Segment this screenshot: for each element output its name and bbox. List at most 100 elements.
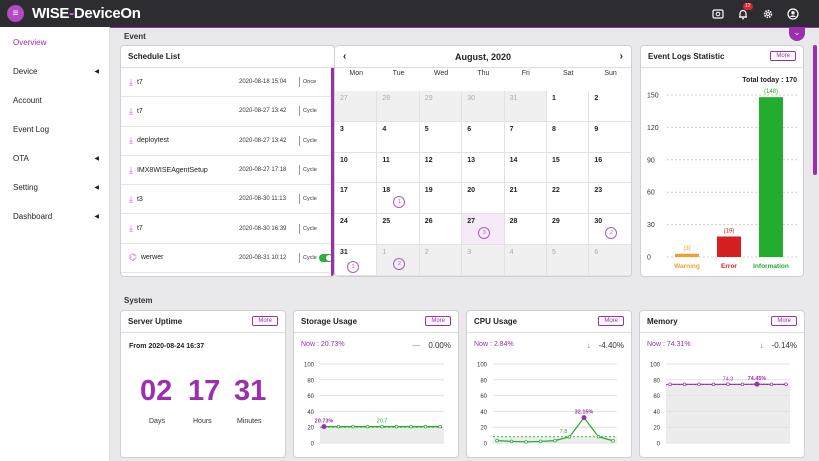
- calendar-day-cell[interactable]: 31 1: [335, 245, 378, 276]
- data-point[interactable]: [784, 382, 788, 387]
- bar-information[interactable]: [759, 97, 783, 257]
- data-point[interactable]: [668, 382, 672, 387]
- calendar-day-cell[interactable]: 7: [504, 121, 547, 153]
- calendar-day-cell[interactable]: 9: [589, 121, 631, 153]
- calendar-day-cell[interactable]: 31: [504, 91, 547, 122]
- calendar-day-cell[interactable]: 6: [589, 245, 631, 276]
- data-point[interactable]: [495, 438, 499, 443]
- highlight-point[interactable]: [321, 424, 327, 430]
- storage-more-button[interactable]: More: [425, 316, 451, 326]
- calendar-day-cell[interactable]: 2: [419, 245, 463, 276]
- highlight-point[interactable]: [581, 415, 587, 421]
- app-logo[interactable]: WISE-DeviceOn: [32, 5, 141, 22]
- calendar-event-count[interactable]: 3: [478, 227, 491, 240]
- calendar-day-cell[interactable]: 10: [335, 152, 378, 184]
- schedule-enable-toggle[interactable]: [319, 253, 331, 262]
- data-point[interactable]: [596, 434, 601, 439]
- server-uptime-more-button[interactable]: More: [252, 316, 278, 326]
- data-point[interactable]: [351, 424, 355, 429]
- calendar-day-cell[interactable]: 26: [419, 214, 463, 245]
- calendar-day-cell[interactable]: 15: [547, 152, 590, 184]
- calendar-day-cell[interactable]: 20: [462, 183, 505, 215]
- data-point[interactable]: [524, 440, 528, 444]
- calendar-day-cell[interactable]: 5: [547, 245, 590, 276]
- settings-gear-icon[interactable]: [762, 8, 774, 20]
- data-point[interactable]: [423, 424, 428, 429]
- calendar-day-cell[interactable]: 25: [377, 214, 420, 245]
- data-point[interactable]: [567, 435, 572, 439]
- schedule-row[interactable]: ⤓ IMX8WISEAgentSetup 2020-08-27 17:18 Cycle: [121, 156, 331, 186]
- data-point[interactable]: [336, 424, 341, 429]
- collapse-chevron-icon[interactable]: ⌄: [789, 27, 805, 41]
- calendar-day-cell[interactable]: 3: [462, 245, 505, 276]
- data-point[interactable]: [682, 382, 687, 387]
- hamburger-menu-icon[interactable]: ≡: [7, 5, 24, 22]
- sidebar-item-account[interactable]: Account: [0, 86, 109, 115]
- calendar-day-cell[interactable]: 14: [504, 152, 547, 184]
- cpu-more-button[interactable]: More: [598, 316, 624, 326]
- calendar-day-cell[interactable]: 29: [419, 91, 463, 122]
- calendar-day-cell[interactable]: 3: [335, 121, 378, 153]
- data-point[interactable]: [394, 424, 399, 429]
- sidebar-item-event-log[interactable]: Event Log: [0, 115, 109, 144]
- schedule-row[interactable]: ⤓ deploytest 2020-08-27 13:42 Cycle: [121, 127, 331, 156]
- calendar-day-cell[interactable]: 19: [419, 183, 463, 215]
- calendar-next-icon[interactable]: ›: [619, 51, 623, 62]
- notification-bell-icon[interactable]: 12: [737, 2, 753, 20]
- calendar-day-cell[interactable]: 27: [335, 91, 378, 122]
- calendar-day-cell[interactable]: 27 3: [462, 214, 505, 245]
- calendar-day-cell[interactable]: 30: [462, 91, 505, 122]
- schedule-row[interactable]: ⤓ t7 2020-08-30 16:39 Cycle: [121, 214, 331, 244]
- sidebar-item-overview[interactable]: Overview: [0, 28, 109, 57]
- data-point[interactable]: [769, 382, 774, 387]
- calendar-day-cell[interactable]: 11: [377, 152, 420, 184]
- schedule-row[interactable]: ⌬ werwer 2020-08-31 10:12 Cycle: [121, 244, 331, 274]
- calendar-day-cell[interactable]: 23: [589, 183, 631, 215]
- bar-error[interactable]: [717, 236, 741, 257]
- calendar-day-cell[interactable]: 21: [504, 183, 547, 215]
- calendar-prev-icon[interactable]: ‹: [343, 51, 347, 62]
- calendar-day-cell[interactable]: 22: [547, 183, 590, 215]
- calendar-day-cell[interactable]: 8: [547, 121, 590, 153]
- data-point[interactable]: [538, 439, 543, 444]
- bar-warning[interactable]: [675, 253, 699, 257]
- calendar-event-count[interactable]: 2: [605, 227, 618, 240]
- calendar-day-cell[interactable]: 16: [589, 152, 631, 184]
- sidebar-item-dashboard[interactable]: Dashboard ◀: [0, 202, 109, 231]
- calendar-day-cell[interactable]: 1: [547, 91, 590, 122]
- sidebar-item-ota[interactable]: OTA ◀: [0, 144, 109, 173]
- event-logs-more-button[interactable]: More: [770, 51, 796, 61]
- calendar-day-cell[interactable]: 17: [335, 183, 378, 215]
- calendar-day-cell[interactable]: 2: [589, 91, 631, 122]
- sidebar-item-device[interactable]: Device ◀: [0, 57, 109, 86]
- page-scrollbar[interactable]: [813, 45, 817, 175]
- memory-more-button[interactable]: More: [771, 316, 797, 326]
- device-status-icon[interactable]: [712, 8, 724, 20]
- data-point[interactable]: [726, 382, 730, 387]
- data-point[interactable]: [553, 438, 557, 443]
- data-point[interactable]: [409, 424, 413, 429]
- calendar-day-cell[interactable]: 30 2: [589, 214, 631, 245]
- calendar-day-cell[interactable]: 6: [462, 121, 505, 153]
- calendar-day-cell[interactable]: 5: [419, 121, 463, 153]
- data-point[interactable]: [740, 382, 745, 387]
- user-account-icon[interactable]: [787, 7, 799, 20]
- calendar-event-count[interactable]: 1: [393, 196, 406, 209]
- data-point[interactable]: [365, 424, 370, 429]
- data-point[interactable]: [697, 382, 701, 387]
- calendar-day-cell[interactable]: 18 1: [377, 183, 420, 215]
- highlight-point[interactable]: [754, 381, 760, 387]
- calendar-day-cell[interactable]: 24: [335, 214, 378, 245]
- data-point[interactable]: [509, 439, 514, 444]
- calendar-day-cell[interactable]: 4: [504, 245, 547, 276]
- calendar-day-cell[interactable]: 28: [377, 91, 420, 122]
- calendar-day-cell[interactable]: 28: [504, 214, 547, 245]
- data-point[interactable]: [380, 424, 384, 429]
- data-point[interactable]: [711, 382, 716, 387]
- schedule-row[interactable]: ⤓ t7 2020-08-27 13:42 Cycle: [121, 97, 331, 127]
- sidebar-item-setting[interactable]: Setting ◀: [0, 173, 109, 202]
- data-point[interactable]: [611, 439, 615, 443]
- calendar-day-cell[interactable]: 4: [377, 121, 420, 153]
- schedule-row[interactable]: ⤓ t7 2020-08-18 15:04 Once: [121, 68, 331, 98]
